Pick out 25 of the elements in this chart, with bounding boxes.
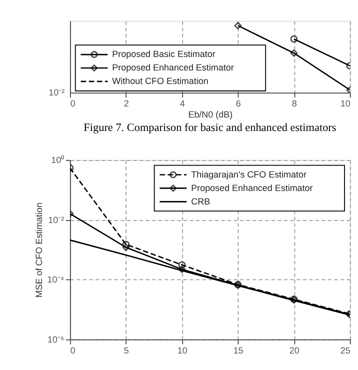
caption: Figure 7. Comparison for basic and enhanced estimators	[84, 122, 336, 134]
y-tick-label: 10⁻²	[48, 214, 64, 225]
legend-label: CRB	[191, 196, 210, 206]
x-tick-label: 4	[180, 98, 185, 109]
x-tick-label: 2	[124, 98, 129, 109]
x-axis-title: Eb/N0 (dB)	[188, 109, 233, 120]
legend-label: Proposed Enhanced Estimator	[112, 62, 234, 73]
y-tick-label: 10⁰	[51, 155, 64, 166]
x-tick-label: 25	[340, 345, 350, 356]
legend-label: Without CFO Estimation	[112, 76, 208, 86]
y-tick-label: 10⁻⁶	[47, 334, 64, 345]
x-tick-label: 10	[340, 98, 350, 109]
x-tick-label: 10	[177, 345, 188, 356]
y-axis-title: MSE of CFO Estimation	[34, 202, 44, 298]
y-tick-label: 10⁻⁴	[47, 274, 64, 285]
legend-label: Proposed Basic Estimator	[112, 49, 216, 60]
x-tick-label: 15	[233, 345, 244, 356]
x-tick-label: 5	[124, 345, 129, 356]
x-tick-label: 6	[236, 98, 241, 109]
x-tick-label: 0	[70, 98, 76, 109]
x-tick-label: 8	[292, 98, 297, 109]
legend-label: Proposed Enhanced Estimator	[191, 182, 313, 193]
x-tick-label: 0	[70, 345, 76, 356]
legend-label: Thiagarajan's CFO Estimator	[191, 169, 306, 180]
x-tick-label: 20	[289, 345, 300, 356]
